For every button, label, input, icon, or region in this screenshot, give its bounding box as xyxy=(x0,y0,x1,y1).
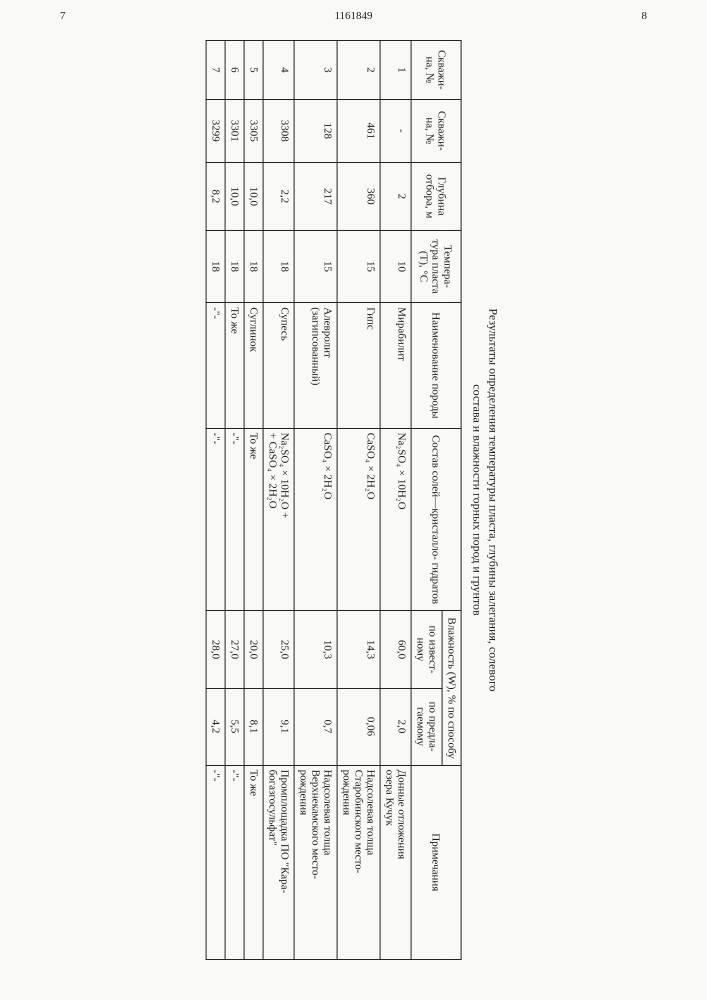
table-cell: 28,0 xyxy=(206,611,225,688)
table-cell: 5,5 xyxy=(225,688,244,765)
table-cell: 20,0 xyxy=(244,611,263,688)
table-cell: 2 xyxy=(337,41,380,100)
table-cell: 128 xyxy=(294,99,337,162)
col-n: Скважи- на, № xyxy=(411,41,461,100)
table-cell: - xyxy=(380,99,411,162)
table-row: 246136015ГипсCaSO₄ × 2H₂O14,30,06Надсоле… xyxy=(337,41,380,960)
col-temp: Темпера- тура пласта (T), °С xyxy=(411,230,461,302)
table-cell: 3301 xyxy=(225,99,244,162)
col-notes: Примечания xyxy=(411,765,461,959)
header-row-1: Скважи- на, № Скважи- на, № Глубина отбо… xyxy=(442,41,461,960)
col-well: Скважи- на, № xyxy=(411,99,461,162)
table-cell: 10,0 xyxy=(244,162,263,230)
table-cell: 4 xyxy=(263,41,294,100)
table-cell: -"- xyxy=(206,303,225,428)
table-row: 5330510,018СуглинокТо же20,08,1То же xyxy=(244,41,263,960)
table-row: 312821715Алевролит (загипсованный)CaSO₄ … xyxy=(294,41,337,960)
data-table: Скважи- на, № Скважи- на, № Глубина отбо… xyxy=(205,40,461,960)
table-cell: CaSO₄ × 2H₂O xyxy=(294,428,337,611)
table-cell: 3 xyxy=(294,41,337,100)
table-cell: Мирабилит xyxy=(380,303,411,428)
table-cell: 0,06 xyxy=(337,688,380,765)
table-cell: 18 xyxy=(244,230,263,302)
table-cell: 10 xyxy=(380,230,411,302)
table-cell: То же xyxy=(244,765,263,959)
table-cell: 8,1 xyxy=(244,688,263,765)
table-cell: Надсолевая толща Старобинского место- ро… xyxy=(337,765,380,959)
table-title: Результаты определения температуры пласт… xyxy=(469,40,500,960)
table-cell: 217 xyxy=(294,162,337,230)
table-cell: 27,0 xyxy=(225,611,244,688)
table-cell: То же xyxy=(244,428,263,611)
table-row: 6330110,018То же-"-27,05,5-"- xyxy=(225,41,244,960)
table-cell: 0,7 xyxy=(294,688,337,765)
table-cell: Донные отложения озера Кучук xyxy=(380,765,411,959)
page-num-right: 8 xyxy=(642,10,648,22)
table-cell: 7 xyxy=(206,41,225,100)
table-cell: 4,2 xyxy=(206,688,225,765)
table-cell: Надсолевая толща Верхнекамского место- р… xyxy=(294,765,337,959)
doc-number: 1161849 xyxy=(334,10,372,22)
table-cell: 8,2 xyxy=(206,162,225,230)
table-cell: 2,2 xyxy=(263,162,294,230)
table-cell: 6 xyxy=(225,41,244,100)
title-line-2: состава и влажности горных пород и грунт… xyxy=(471,384,485,615)
table-cell: 15 xyxy=(294,230,337,302)
table-cell: Промплощадка ПО "Кара- богазгосульфат" xyxy=(263,765,294,959)
table-cell: 25,0 xyxy=(263,611,294,688)
table-row: 1-210МирабилитNa₂SO₄ × 10H₂O60,02,0Донны… xyxy=(380,41,411,960)
table-cell: 3299 xyxy=(206,99,225,162)
table-cell: Суглинок xyxy=(244,303,263,428)
table-cell: -"- xyxy=(206,765,225,959)
table-body: 1-210МирабилитNa₂SO₄ × 10H₂O60,02,0Донны… xyxy=(206,41,411,960)
table-cell: 3305 xyxy=(244,99,263,162)
col-salt: Состав солей—кристалло- гидратов xyxy=(411,428,461,611)
table-cell: Супесь xyxy=(263,303,294,428)
table-cell: То же xyxy=(225,303,244,428)
title-line-1: Результаты определения температуры пласт… xyxy=(487,308,501,691)
col-depth: Глубина отбора, м xyxy=(411,162,461,230)
page: 7 1161849 8 Результаты определения темпе… xyxy=(0,0,707,1000)
table-cell: 9,1 xyxy=(263,688,294,765)
rotated-content: Результаты определения температуры пласт… xyxy=(205,40,500,960)
table-cell: -"- xyxy=(206,428,225,611)
table-cell: -"- xyxy=(225,428,244,611)
col-w-known: по извест- ному xyxy=(411,611,442,688)
table-cell: 2,0 xyxy=(380,688,411,765)
table-cell: 1 xyxy=(380,41,411,100)
table-cell: 461 xyxy=(337,99,380,162)
col-rock: Наименование породы xyxy=(411,303,461,428)
table-cell: 14,3 xyxy=(337,611,380,688)
table-cell: 5 xyxy=(244,41,263,100)
table-cell: 360 xyxy=(337,162,380,230)
table-cell: 3308 xyxy=(263,99,294,162)
col-w-proposed: по предла- гаемому xyxy=(411,688,442,765)
table-cell: 15 xyxy=(337,230,380,302)
table-row: 732998,218-"--"-28,04,2-"- xyxy=(206,41,225,960)
table-cell: Алевролит (загипсованный) xyxy=(294,303,337,428)
table-cell: 2 xyxy=(380,162,411,230)
table-cell: -"- xyxy=(225,765,244,959)
col-moisture: Влажность (W), % по способу xyxy=(442,611,461,765)
table-cell: Гипс xyxy=(337,303,380,428)
page-header: 7 1161849 8 xyxy=(0,0,707,22)
table-cell: 10,0 xyxy=(225,162,244,230)
page-num-left: 7 xyxy=(60,10,66,22)
table-cell: Na₂SO₄ × 10H₂O + + CaSO₄ × 2H₂O xyxy=(263,428,294,611)
table-cell: 18 xyxy=(225,230,244,302)
table-cell: CaSO₄ × 2H₂O xyxy=(337,428,380,611)
table-cell: 18 xyxy=(263,230,294,302)
table-cell: 18 xyxy=(206,230,225,302)
table-cell: Na₂SO₄ × 10H₂O xyxy=(380,428,411,611)
table-cell: 10,3 xyxy=(294,611,337,688)
table-head: Скважи- на, № Скважи- на, № Глубина отбо… xyxy=(411,41,461,960)
table-cell: 60,0 xyxy=(380,611,411,688)
table-row: 433082,218СупесьNa₂SO₄ × 10H₂O + + CaSO₄… xyxy=(263,41,294,960)
